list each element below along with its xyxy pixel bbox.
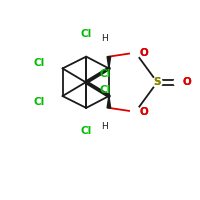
Text: O: O [139, 107, 148, 117]
Circle shape [152, 77, 162, 87]
Text: Cl: Cl [81, 29, 92, 39]
Circle shape [174, 77, 184, 87]
Text: H: H [102, 34, 108, 43]
Text: Cl: Cl [100, 69, 111, 79]
Text: Cl: Cl [34, 58, 45, 68]
Text: O: O [139, 107, 148, 117]
Polygon shape [107, 96, 111, 108]
Text: O: O [183, 77, 192, 87]
Polygon shape [107, 57, 111, 68]
Circle shape [131, 48, 140, 58]
Text: Cl: Cl [100, 85, 111, 95]
Text: H: H [102, 122, 108, 131]
Text: S: S [153, 77, 161, 87]
Text: S: S [153, 77, 161, 87]
Text: Cl: Cl [34, 97, 45, 107]
Text: Cl: Cl [81, 126, 92, 136]
Text: O: O [139, 48, 148, 58]
Circle shape [131, 107, 140, 117]
Text: O: O [183, 77, 192, 87]
Text: O: O [139, 48, 148, 58]
